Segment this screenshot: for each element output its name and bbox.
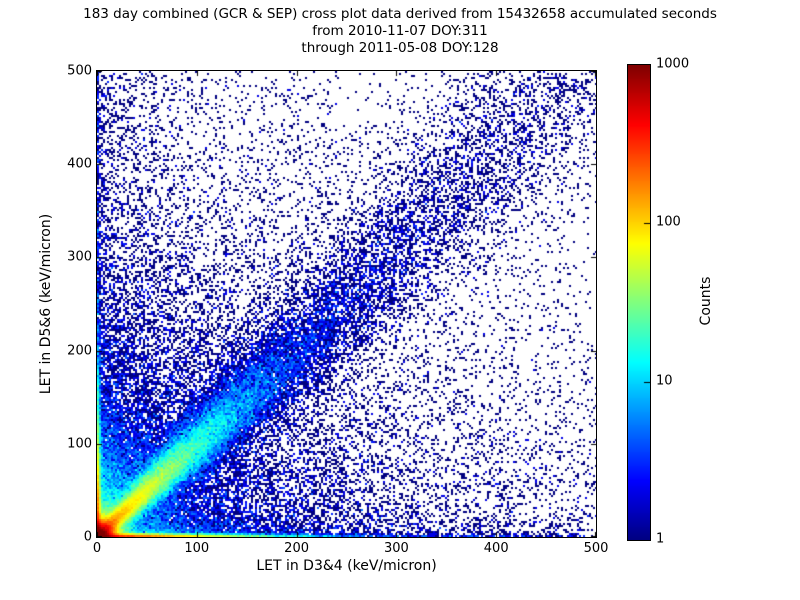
colorbar-gradient-canvas <box>628 65 650 540</box>
scatter-heatmap-canvas <box>97 71 596 537</box>
title-line-2: from 2010-11-07 DOY:311 <box>312 23 488 39</box>
x-tick-label-500: 500 <box>583 541 609 556</box>
y-tick-label-400: 400 <box>67 156 92 172</box>
colorbar-tick-label-10: 10 <box>656 373 673 389</box>
plot-area <box>96 70 597 538</box>
y-axis-label: LET in D5&6 (keV/micron) <box>38 213 54 395</box>
x-tick-label-200: 200 <box>284 541 310 556</box>
y-tick-label-200: 200 <box>67 343 92 359</box>
x-tick-label-300: 300 <box>383 541 409 556</box>
title-line-3: through 2011-05-08 DOY:128 <box>301 40 499 56</box>
y-tick-label-500: 500 <box>67 63 92 79</box>
x-tick-label-0: 0 <box>92 541 102 556</box>
chart-title: 183 day combined (GCR & SEP) cross plot … <box>0 6 800 57</box>
colorbar-tick-label-1: 1 <box>656 531 665 547</box>
title-line-1: 183 day combined (GCR & SEP) cross plot … <box>83 6 717 22</box>
y-tick-label-300: 300 <box>67 249 92 265</box>
colorbar-tick-label-1000: 1000 <box>656 56 690 72</box>
x-axis-label: LET in D3&4 (keV/micron) <box>256 558 437 574</box>
x-tick-label-100: 100 <box>184 541 210 556</box>
y-tick-label-0: 0 <box>83 529 92 545</box>
x-tick-label-400: 400 <box>483 541 509 556</box>
y-tick-label-100: 100 <box>67 436 92 452</box>
colorbar-label: Counts <box>698 276 714 326</box>
colorbar-tick-label-100: 100 <box>656 214 681 230</box>
colorbar <box>627 64 651 541</box>
